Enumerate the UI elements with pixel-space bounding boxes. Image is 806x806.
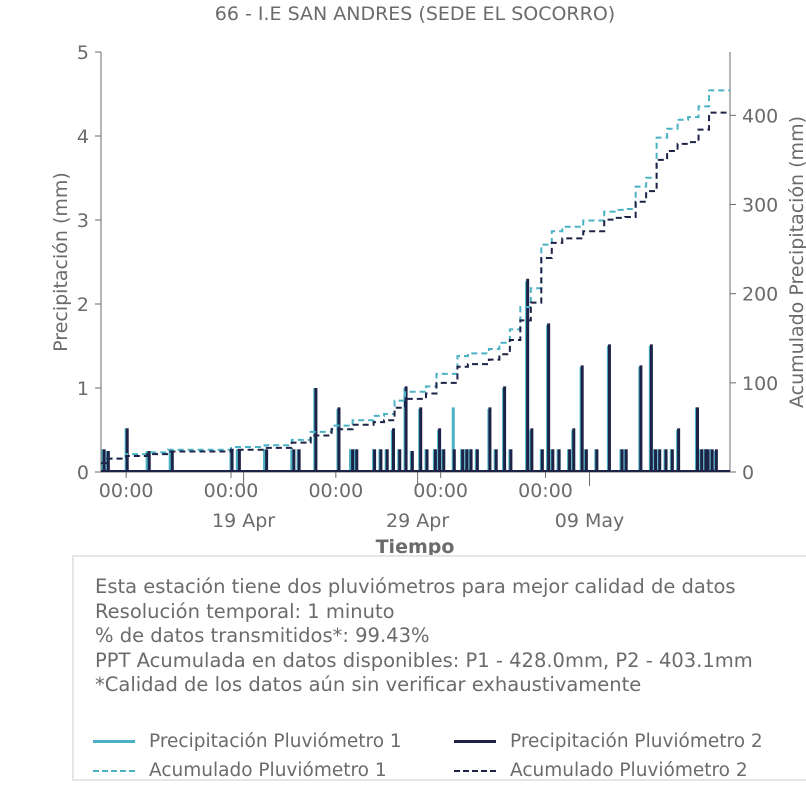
- legend-swatch-dashed-a1: [93, 769, 135, 772]
- info-lines: Esta estación tiene dos pluviómetros par…: [95, 575, 753, 698]
- y-tick-label: 0: [77, 462, 89, 484]
- y-tick-label: 3: [77, 210, 89, 232]
- series-accum-p1: [101, 89, 730, 465]
- info-line: PPT Acumulada en datos disponibles: P1 -…: [95, 648, 753, 672]
- legend-label-a1: Acumulado Pluviómetro 1: [149, 760, 387, 781]
- legend-swatch-solid-p1: [93, 740, 135, 743]
- y2-tick-label: 300: [742, 194, 778, 216]
- series-precip-p2: [101, 278, 730, 472]
- left-axis-ticks: 0 1 2 3 4 5: [77, 42, 101, 484]
- x-axis-label: Tiempo: [376, 536, 455, 555]
- y-tick-label: 5: [77, 42, 89, 64]
- series-accum-p2: [101, 111, 730, 465]
- info-box: Esta estación tiene dos pluviómetros par…: [72, 555, 806, 781]
- x-tick-label-date: 09 May: [555, 510, 625, 532]
- y2-tick-label: 0: [742, 462, 754, 484]
- y-tick-label: 1: [77, 378, 89, 400]
- accum-p1-line: [101, 89, 730, 465]
- legend-swatch-dashed-a2: [454, 769, 496, 772]
- chart-title: 66 - I.E SAN ANDRES (SEDE EL SOCORRO): [215, 3, 615, 25]
- y2-tick-label: 200: [742, 284, 778, 306]
- accum-p2-line: [101, 111, 730, 465]
- precipitation-chart: 66 - I.E SAN ANDRES (SEDE EL SOCORRO) 0 1…: [50, 3, 806, 555]
- series-precip-p1: [101, 281, 730, 472]
- x-tick-label-time: 00:00: [308, 480, 363, 502]
- x-tick-label-time: 00:00: [99, 480, 154, 502]
- y-tick-label: 4: [77, 126, 89, 148]
- legend-swatch-solid-p2: [454, 740, 496, 743]
- info-line: Esta estación tiene dos pluviómetros par…: [95, 575, 736, 598]
- legend-label-p2: Precipitación Pluviómetro 2: [510, 731, 763, 752]
- x-tick-label-time: 00:00: [413, 480, 468, 502]
- info-line: % de datos transmitidos*: 99.43%: [95, 624, 430, 647]
- x-tick-label-time: 00:00: [204, 480, 259, 502]
- legend-label-a2: Acumulado Pluviómetro 2: [510, 760, 748, 781]
- legend-label-p1: Precipitación Pluviómetro 1: [149, 731, 402, 752]
- legend-item-a1: Acumulado Pluviómetro 1: [93, 760, 387, 781]
- y-axis-label: Precipitación (mm): [50, 172, 72, 352]
- info-line: Resolución temporal: 1 minuto: [95, 599, 395, 623]
- x-tick-label-date: 19 Apr: [212, 510, 275, 532]
- y2-tick-label: 400: [742, 105, 778, 127]
- legend-item-p2: Precipitación Pluviómetro 2: [454, 731, 763, 752]
- y2-axis-label: Acumulado Precipitación (mm): [786, 116, 806, 408]
- legend-item-a2: Acumulado Pluviómetro 2: [454, 760, 748, 781]
- x-axis-ticks: 00:00 00:00 00:00 00:00 00:00 19 Apr 29 Apr 09 …: [99, 472, 624, 532]
- axes: [100, 52, 731, 473]
- x-tick-label-date: 29 Apr: [386, 510, 449, 532]
- legend-item-p1: Precipitación Pluviómetro 1: [93, 731, 402, 752]
- x-tick-label-time: 00:00: [518, 480, 573, 502]
- right-axis-ticks: 0 100 200 300 400: [730, 105, 778, 484]
- info-line: *Calidad de los datos aún sin verificar …: [95, 673, 642, 696]
- y2-tick-label: 100: [742, 373, 778, 395]
- y-tick-label: 2: [77, 294, 89, 316]
